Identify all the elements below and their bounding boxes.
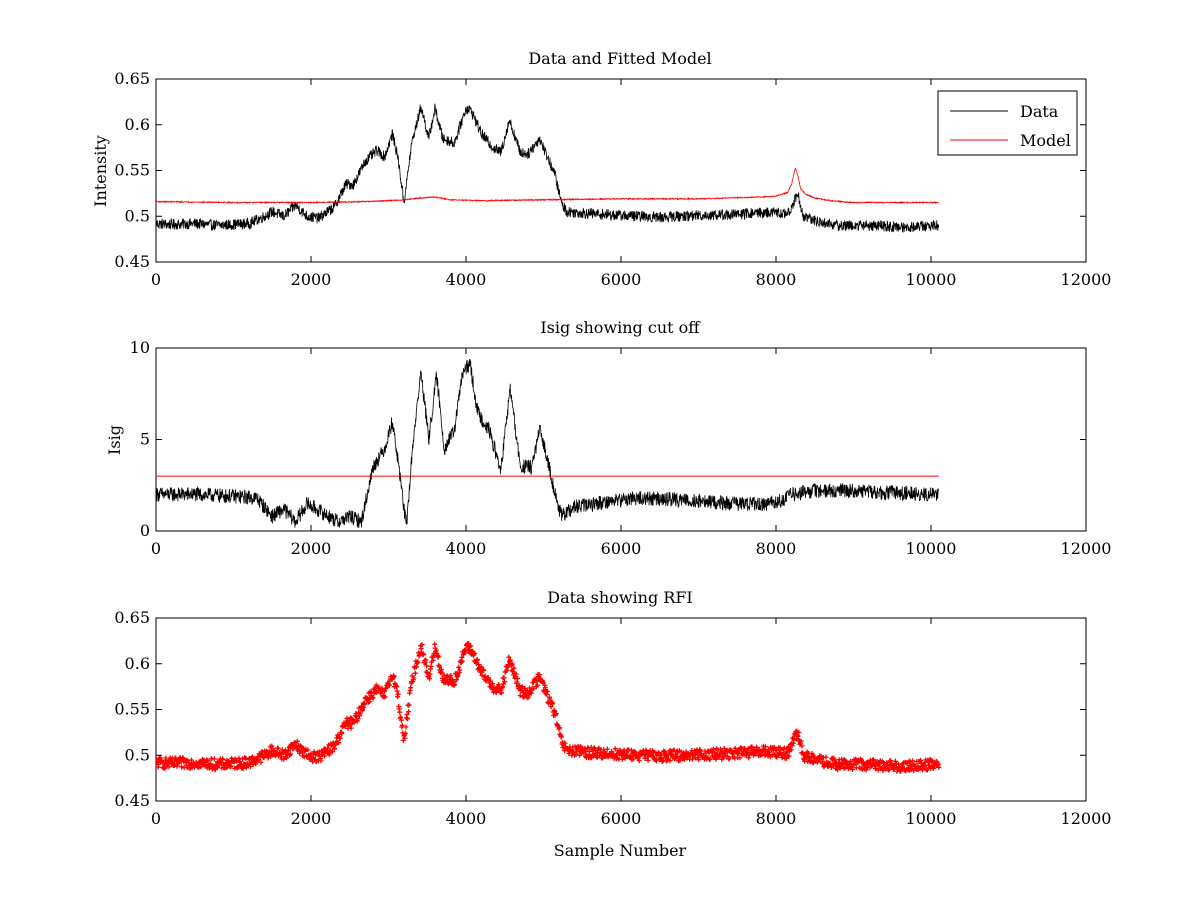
y-tick-label: 0.6 bbox=[125, 654, 150, 673]
data-point-markers bbox=[156, 641, 942, 774]
x-tick-label: 0 bbox=[151, 809, 161, 828]
x-tick-label: 0 bbox=[151, 539, 161, 558]
y-tick-label: 0.5 bbox=[125, 745, 150, 764]
x-tick-label: 12000 bbox=[1061, 809, 1112, 828]
y-tick-label: 0.55 bbox=[114, 700, 150, 719]
y-axis-label: Intensity bbox=[91, 135, 110, 207]
series-red-markers bbox=[156, 641, 942, 774]
series-group bbox=[156, 103, 940, 233]
y-tick-label: 0 bbox=[140, 521, 150, 540]
chart-title: Data showing RFI bbox=[547, 588, 692, 607]
y-tick-label: 0.65 bbox=[114, 69, 150, 88]
x-tick-label: 4000 bbox=[446, 809, 487, 828]
chart-title: Isig showing cut off bbox=[540, 318, 701, 337]
x-tick-label: 8000 bbox=[756, 270, 797, 289]
x-tick-label: 6000 bbox=[601, 539, 642, 558]
y-tick-label: 0.45 bbox=[114, 791, 150, 810]
x-tick-label: 12000 bbox=[1061, 270, 1112, 289]
series-group bbox=[156, 359, 939, 528]
x-tick-label: 4000 bbox=[446, 539, 487, 558]
chart-title: Data and Fitted Model bbox=[528, 49, 711, 68]
x-tick-label: 2000 bbox=[291, 270, 332, 289]
y-tick-label: 0.5 bbox=[125, 206, 150, 225]
series-data-line bbox=[156, 103, 940, 233]
series-model-line bbox=[156, 167, 939, 205]
legend-label-model: Model bbox=[1020, 131, 1071, 150]
y-tick-label: 10 bbox=[130, 338, 150, 357]
y-tick-label: 5 bbox=[140, 430, 150, 449]
series-black-line bbox=[156, 359, 939, 528]
x-tick-label: 2000 bbox=[291, 539, 332, 558]
x-tick-label: 8000 bbox=[756, 809, 797, 828]
x-tick-label: 10000 bbox=[906, 539, 957, 558]
panel-isig-cutoff: Isig showing cut off Isig 0 2000 4000 6000 8… bbox=[105, 318, 1111, 558]
x-tick-label: 4000 bbox=[446, 270, 487, 289]
x-tick-label: 10000 bbox=[906, 809, 957, 828]
x-axis-label: Sample Number bbox=[554, 841, 687, 860]
x-tick-label: 6000 bbox=[601, 270, 642, 289]
y-tick-label: 0.45 bbox=[114, 252, 150, 271]
y-tick-label: 0.55 bbox=[114, 161, 150, 180]
panel-data-rfi: Data showing RFI Sample Number 0 2000 4000… bbox=[114, 588, 1111, 860]
x-tick-label: 8000 bbox=[756, 539, 797, 558]
series-group bbox=[156, 641, 942, 774]
y-tick-label: 0.65 bbox=[114, 608, 150, 627]
y-tick-label: 0.6 bbox=[125, 115, 150, 134]
x-tick-label: 6000 bbox=[601, 809, 642, 828]
x-tick-label: 12000 bbox=[1061, 539, 1112, 558]
panel-data-fitted-model: Data and Fitted Model Intensity 0 2000 400… bbox=[91, 49, 1111, 289]
legend-box bbox=[937, 90, 1078, 156]
legend: Data Model bbox=[937, 90, 1078, 156]
y-axis-label: Isig bbox=[105, 425, 124, 455]
legend-label-data: Data bbox=[1020, 102, 1059, 121]
x-tick-label: 0 bbox=[151, 270, 161, 289]
x-tick-label: 10000 bbox=[906, 270, 957, 289]
x-tick-label: 2000 bbox=[291, 809, 332, 828]
